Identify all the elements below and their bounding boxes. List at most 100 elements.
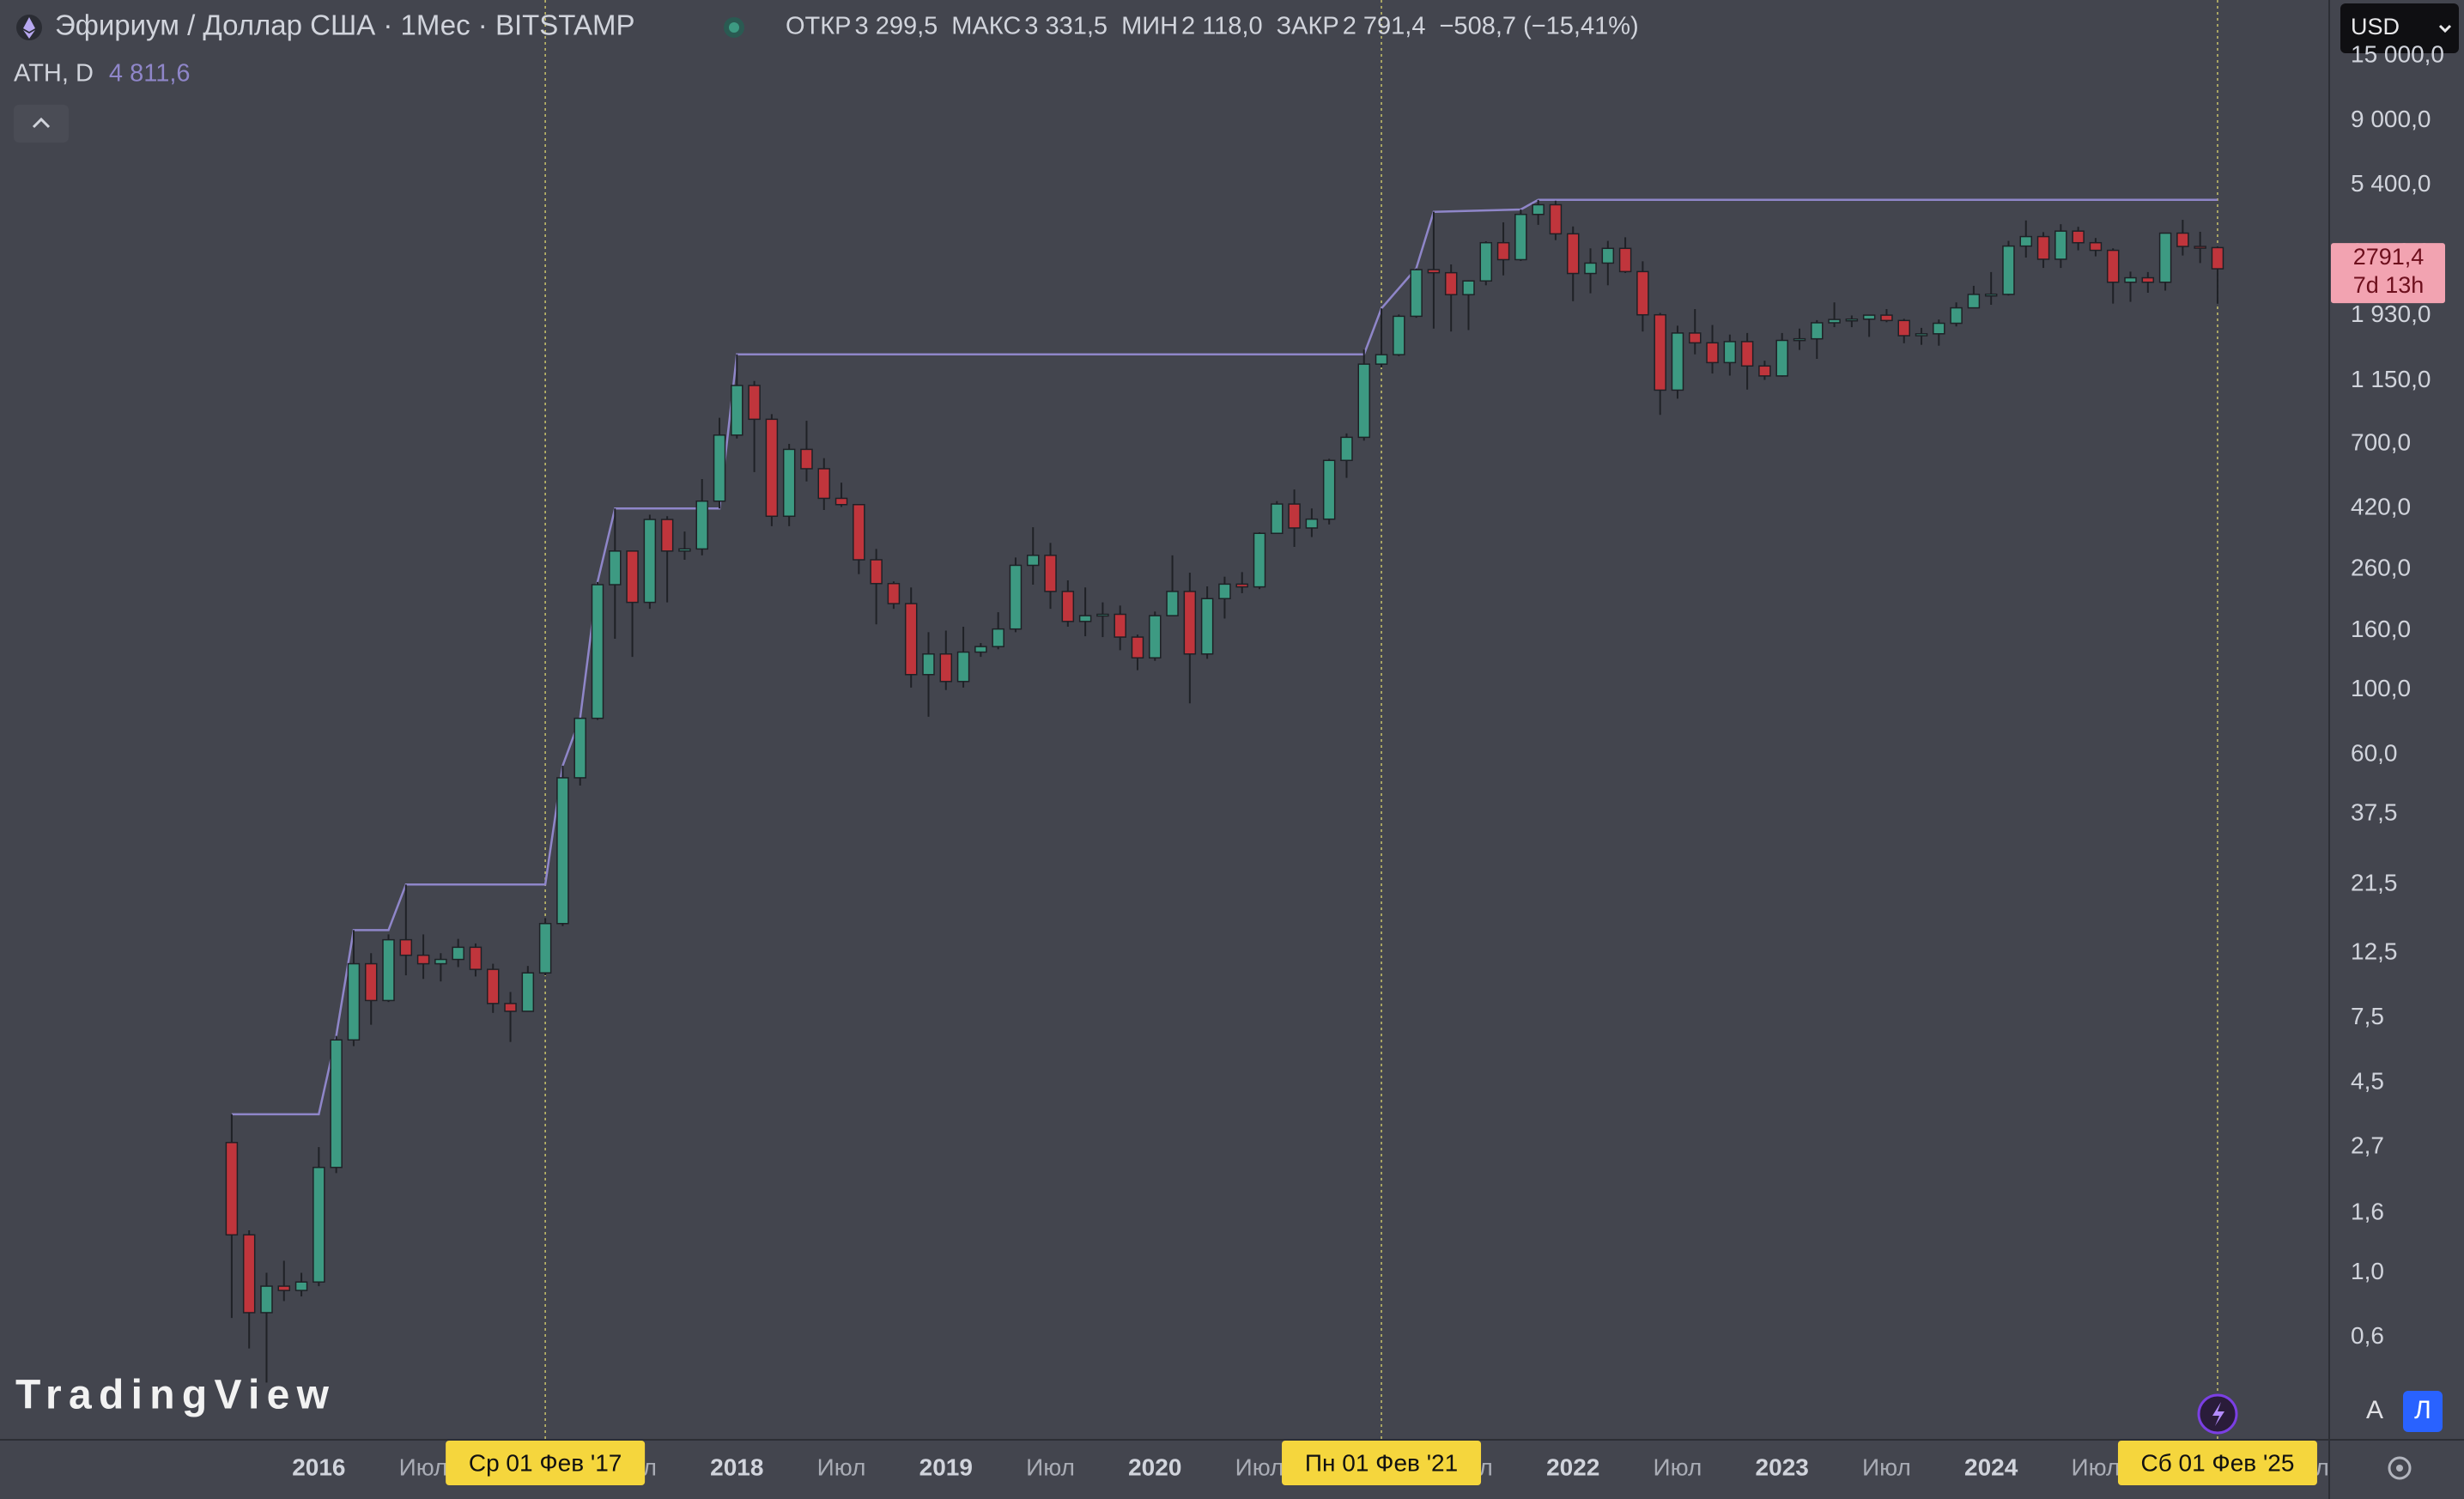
auto-scale-button[interactable]: A [2366,1396,2383,1424]
candle-body [1897,319,1910,337]
candle-body [1671,332,1684,391]
candle [1862,314,1876,337]
candle [782,443,796,526]
candle-body [1078,615,1092,622]
candle [1479,241,1493,286]
crosshair-label-bg [1282,1441,1482,1485]
candle [2106,248,2120,304]
candle [800,421,813,482]
log-scale-label: Л [2414,1396,2431,1424]
candle [1984,271,1998,306]
candle-body [260,1285,273,1314]
collapse-button[interactable] [14,105,69,143]
chart-title: Эфириум / Доллар США · 1Мес · BITSTAMP [55,9,635,41]
candle [2176,220,2189,256]
candle-body [416,954,430,965]
x-tick-label: Июл [2072,1453,2121,1480]
candle [1496,222,1510,276]
x-tick-label: 2022 [1546,1453,1599,1480]
y-tick-label: 9 000,0 [2351,106,2431,132]
candle [1009,557,1023,633]
x-tick-label: Июл [1862,1453,1911,1480]
candle [1723,334,1737,376]
candle [2194,231,2206,264]
candle-body [992,628,1004,647]
candle [1793,328,1806,350]
candle [347,930,361,1047]
y-tick-label: 160,0 [2351,616,2411,642]
x-tick-label: 2019 [919,1453,973,1480]
candle-body [1444,271,1458,295]
candle [364,953,378,1025]
y-tick-label: 2,7 [2351,1132,2384,1159]
candle [242,1229,256,1349]
candle-body [1706,342,1719,364]
candle [1061,580,1075,627]
candle [469,943,482,977]
ohlc-label: МАКС [951,13,1021,40]
candle [765,414,779,526]
candle-body [399,938,413,956]
candle-body [1253,532,1266,588]
candle-body [1566,233,1580,275]
crosshair-label-bg [2117,1441,2317,1485]
candle [1601,240,1615,286]
candle [1410,268,1423,319]
candle [1654,313,1666,416]
candle [2089,238,2103,257]
settings-hub [2396,1465,2403,1472]
candle [1183,572,1197,704]
candle-body [1828,319,1841,324]
candle [330,1035,343,1174]
x-tick-label: Июл [817,1453,866,1480]
ohlc-label: МИН [1121,13,1178,40]
candle-body [1933,322,1945,335]
candle-body [939,652,953,683]
candle [1636,261,1649,332]
candle-body [678,548,691,552]
candle [1253,531,1266,590]
x-tick-label: 2023 [1756,1453,1809,1480]
candle [1740,332,1754,390]
candle [1322,458,1336,525]
y-tick-label: 1,6 [2351,1199,2384,1225]
candle [452,938,464,968]
candle-body [1096,613,1109,617]
candle-body [591,584,604,719]
candle-body [695,500,708,550]
y-tick-label: 37,5 [2351,799,2398,826]
candle-body [1235,583,1248,588]
candle [260,1272,273,1383]
candle-body [1009,564,1023,630]
currency-button[interactable] [2340,3,2459,53]
candle [887,581,901,610]
settings-button[interactable] [2388,1456,2412,1480]
candle [1462,280,1475,331]
candle [1706,325,1719,374]
candle-body [2019,235,2033,247]
candle-body [870,559,883,585]
candle-body [1462,280,1475,295]
candle [2072,227,2085,251]
candle-body [469,946,482,970]
candle-body [1654,313,1666,391]
candle-body [330,1039,343,1168]
candle [904,587,918,688]
candle [626,550,639,658]
log-scale-button[interactable] [2403,1391,2443,1432]
candle-body [1114,613,1126,638]
currency-caret [2438,24,2452,33]
countdown-label: 7d 13h [2353,272,2425,298]
candle-body [1915,333,1928,337]
candle-body [2002,245,2015,295]
candle-body [713,434,726,502]
candle-body [2176,232,2189,247]
candle-body [887,582,901,604]
candle [1444,264,1458,332]
candle-body [1811,322,1824,340]
ohlc-label: ОТКР [786,13,852,40]
candle [2141,271,2155,293]
candle-body [1200,598,1214,655]
candle [731,354,743,439]
candle [277,1260,291,1302]
